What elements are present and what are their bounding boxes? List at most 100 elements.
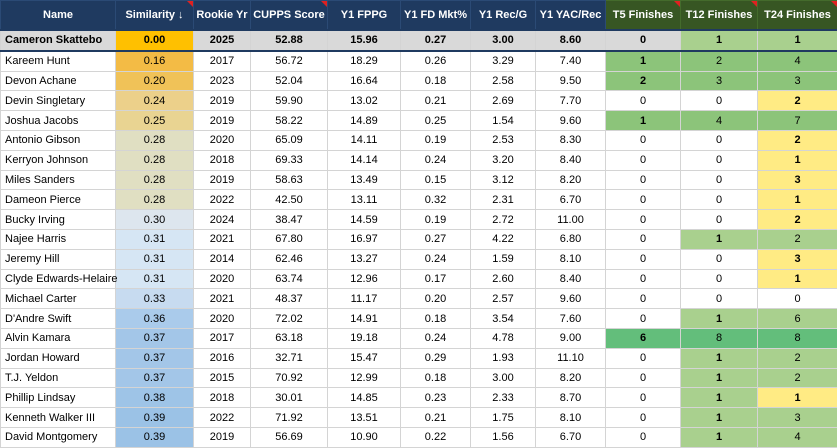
stat-cell: 14.85 — [328, 388, 401, 408]
stat-cell: 0.28 — [116, 170, 194, 190]
stat-cell: 62.46 — [251, 249, 328, 269]
stat-cell: 8.60 — [536, 30, 606, 51]
stat-cell: 1.93 — [471, 348, 536, 368]
finish-count: 4 — [758, 427, 837, 447]
stat-cell: 8.10 — [536, 249, 606, 269]
finish-count: 3 — [758, 249, 837, 269]
finish-count: 0 — [758, 289, 837, 309]
stat-cell: 0.37 — [116, 328, 194, 348]
stat-cell: 3.20 — [471, 150, 536, 170]
finish-count: 1 — [758, 388, 837, 408]
stat-cell: 2.69 — [471, 91, 536, 111]
stat-cell: 14.14 — [328, 150, 401, 170]
stat-cell: 8.20 — [536, 170, 606, 190]
player-name: Najee Harris — [1, 229, 116, 249]
stat-cell: 16.64 — [328, 71, 401, 91]
player-name: Clyde Edwards-Helaire — [1, 269, 116, 289]
stat-cell: 58.63 — [251, 170, 328, 190]
finish-count: 6 — [758, 309, 837, 329]
stat-cell: 2017 — [194, 51, 251, 71]
stat-cell: 2.31 — [471, 190, 536, 210]
finish-count: 6 — [606, 328, 681, 348]
stat-cell: 2.72 — [471, 210, 536, 230]
stat-cell: 56.72 — [251, 51, 328, 71]
stat-cell: 7.60 — [536, 309, 606, 329]
stat-cell: 8.30 — [536, 130, 606, 150]
stat-cell: 7.70 — [536, 91, 606, 111]
stat-cell: 0.33 — [116, 289, 194, 309]
stat-cell: 2022 — [194, 190, 251, 210]
stat-cell: 0.20 — [116, 71, 194, 91]
stat-cell: 32.71 — [251, 348, 328, 368]
finish-count: 4 — [758, 51, 837, 71]
stat-cell: 4.22 — [471, 229, 536, 249]
player-name: Phillip Lindsay — [1, 388, 116, 408]
finish-count: 1 — [606, 111, 681, 131]
stat-cell: 69.33 — [251, 150, 328, 170]
finish-count: 0 — [606, 309, 681, 329]
finish-count: 0 — [606, 210, 681, 230]
stat-cell: 2021 — [194, 289, 251, 309]
stat-cell: 2023 — [194, 71, 251, 91]
stat-cell: 0.15 — [401, 170, 471, 190]
stat-cell: 11.17 — [328, 289, 401, 309]
finish-count: 0 — [606, 190, 681, 210]
stat-cell: 59.90 — [251, 91, 328, 111]
stat-cell: 6.70 — [536, 427, 606, 447]
player-name: David Montgomery — [1, 427, 116, 447]
finish-count: 0 — [606, 130, 681, 150]
finish-count: 1 — [606, 51, 681, 71]
column-header: Y1 YAC/Rec — [536, 1, 606, 31]
finish-count: 7 — [758, 111, 837, 131]
player-name: Dameon Pierce — [1, 190, 116, 210]
stat-cell: 0.28 — [116, 130, 194, 150]
player-name: Alvin Kamara — [1, 328, 116, 348]
finish-count: 0 — [606, 348, 681, 368]
stat-cell: 2020 — [194, 309, 251, 329]
finish-count: 0 — [681, 190, 758, 210]
player-name: Miles Sanders — [1, 170, 116, 190]
stat-cell: 13.02 — [328, 91, 401, 111]
column-header: Y1 FD Mkt% — [401, 1, 471, 31]
stat-cell: 63.74 — [251, 269, 328, 289]
stat-cell: 2015 — [194, 368, 251, 388]
finish-count: 8 — [681, 328, 758, 348]
finish-count: 2 — [758, 368, 837, 388]
stat-cell: 2019 — [194, 91, 251, 111]
player-name: Antonio Gibson — [1, 130, 116, 150]
stat-cell: 12.96 — [328, 269, 401, 289]
player-name: Kerryon Johnson — [1, 150, 116, 170]
stat-cell: 12.99 — [328, 368, 401, 388]
stat-cell: 0.24 — [401, 328, 471, 348]
stat-cell: 56.69 — [251, 427, 328, 447]
column-header: Similarity ↓ — [116, 1, 194, 31]
player-name: D'Andre Swift — [1, 309, 116, 329]
stat-cell: 9.60 — [536, 289, 606, 309]
finish-count: 0 — [606, 150, 681, 170]
stat-cell: 3.54 — [471, 309, 536, 329]
finish-count: 1 — [758, 269, 837, 289]
stat-cell: 9.00 — [536, 328, 606, 348]
finish-count: 1 — [681, 427, 758, 447]
stat-cell: 30.01 — [251, 388, 328, 408]
column-header: Y1 Rec/G — [471, 1, 536, 31]
finish-count: 1 — [758, 30, 837, 51]
column-header: Rookie Yr — [194, 1, 251, 31]
stat-cell: 15.47 — [328, 348, 401, 368]
finish-count: 3 — [758, 71, 837, 91]
player-name: Kenneth Walker III — [1, 408, 116, 428]
stat-cell: 0.20 — [401, 289, 471, 309]
player-name: Joshua Jacobs — [1, 111, 116, 131]
column-header: T24 Finishes — [758, 1, 837, 31]
stat-cell: 19.18 — [328, 328, 401, 348]
stat-cell: 1.75 — [471, 408, 536, 428]
stat-cell: 0.37 — [116, 368, 194, 388]
stat-cell: 2018 — [194, 388, 251, 408]
